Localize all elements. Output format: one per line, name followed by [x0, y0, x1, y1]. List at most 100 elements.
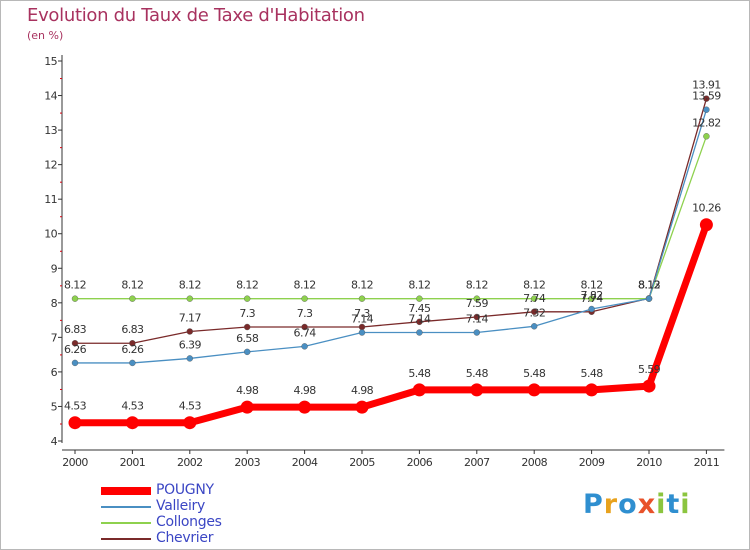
data-point-pougny	[125, 416, 139, 430]
data-label-pougny: 4.98	[351, 384, 374, 397]
y-tick-label: 14	[44, 90, 57, 103]
data-label-pougny: 5.48	[408, 367, 431, 380]
y-tick-label: 9	[51, 262, 58, 275]
data-label-valleiry: 13.59	[692, 90, 721, 103]
data-point-chevrier	[531, 308, 538, 315]
legend-label: POUGNY	[156, 482, 214, 498]
brand-letter: i	[656, 489, 667, 520]
data-point-collonges	[243, 295, 251, 302]
data-label-chevrier: 6.83	[64, 323, 87, 336]
data-point-pougny	[585, 383, 599, 397]
data-point-collonges	[473, 295, 480, 302]
data-point-collonges	[416, 295, 423, 302]
data-point-chevrier	[186, 328, 194, 335]
data-point-pougny	[527, 383, 541, 397]
data-label-collonges: 8.12	[121, 279, 143, 292]
data-label-pougny: 4.53	[121, 400, 144, 413]
data-point-valleiry	[71, 359, 79, 367]
data-label-valleiry: 6.58	[236, 332, 259, 345]
data-point-valleiry	[301, 343, 308, 350]
brand-letter: o	[618, 489, 638, 520]
data-label-chevrier: 7.3	[239, 307, 255, 320]
data-label-chevrier: 7.17	[179, 311, 202, 324]
x-tick-label: 2008	[521, 456, 547, 469]
data-labels-layer: 6.83 6.837.17 7.3 7.3 7.3 7.45 7.59 7.74 7.748.1…	[64, 79, 722, 413]
x-tick-label: 2001	[120, 456, 146, 469]
data-point-pougny	[240, 400, 254, 414]
series-line-pougny	[75, 223, 710, 427]
data-label-collonges: 8.12	[408, 279, 430, 292]
chart-title: Evolution du Taux de Taxe d'Habitation	[27, 5, 365, 26]
data-point-collonges	[531, 295, 538, 302]
data-label-pougny: 4.53	[179, 400, 202, 413]
data-label-collonges: 8.12	[638, 279, 660, 292]
data-point-valleiry	[243, 348, 251, 356]
y-tick-label: 5	[51, 400, 58, 413]
series-line-valleiry	[75, 109, 708, 364]
data-label-valleiry: 6.26	[121, 343, 144, 356]
data-point-pougny	[355, 400, 369, 414]
x-tick-label: 2011	[694, 456, 720, 469]
legend-swatch	[101, 487, 151, 495]
data-label-collonges: 8.12	[179, 279, 201, 292]
data-label-collonges: 8.12	[236, 279, 258, 292]
data-label-valleiry: 7.14	[408, 313, 431, 326]
data-label-valleiry: 6.39	[179, 338, 202, 351]
data-point-valleiry	[588, 305, 595, 313]
data-point-valleiry	[129, 359, 136, 367]
y-tick-label: 15	[44, 55, 57, 68]
data-label-chevrier: 7.74	[581, 292, 604, 305]
data-label-pougny: 4.53	[64, 400, 87, 413]
y-tick-label: 8	[51, 297, 58, 310]
y-tick-label: 7	[51, 331, 58, 344]
data-point-pougny	[470, 383, 484, 397]
data-label-pougny: 4.98	[294, 384, 317, 397]
brand-letter: i	[680, 489, 691, 520]
data-point-collonges	[703, 133, 710, 140]
x-tick-label: 2007	[464, 456, 490, 469]
x-tick-label: 2002	[177, 456, 203, 469]
data-point-valleiry	[416, 329, 423, 336]
brand-letter: P	[583, 489, 604, 520]
brand-logo: Proxiti	[583, 489, 691, 520]
legend-swatch	[101, 538, 151, 540]
series-line-chevrier	[75, 98, 708, 344]
data-point-chevrier	[703, 95, 710, 102]
data-label-valleiry: 7.14	[351, 313, 374, 326]
data-label-pougny: 5.48	[581, 367, 604, 380]
data-label-chevrier: 7.3	[354, 307, 370, 320]
series-layer	[68, 95, 713, 430]
data-point-chevrier	[416, 318, 423, 326]
x-tick-label: 2010	[636, 456, 662, 469]
data-point-valleiry	[186, 355, 194, 362]
y-tick-label: 4	[51, 435, 58, 448]
legend-label: Collonges	[156, 514, 222, 530]
data-point-valleiry	[703, 106, 710, 113]
data-point-valleiry	[473, 329, 480, 336]
data-point-collonges	[301, 295, 308, 302]
brand-letter: t	[666, 489, 681, 520]
data-label-chevrier: 7.45	[408, 302, 431, 315]
legend-swatch	[101, 522, 151, 524]
data-point-chevrier	[301, 323, 308, 331]
data-point-pougny	[68, 416, 82, 430]
x-tick-label: 2003	[234, 456, 260, 469]
data-point-valleiry	[358, 329, 366, 336]
data-label-valleiry: 7.14	[466, 313, 489, 326]
data-label-collonges: 8.12	[581, 279, 603, 292]
data-label-valleiry: 6.26	[64, 343, 87, 356]
data-point-pougny	[298, 400, 312, 414]
data-label-collonges: 8.12	[523, 279, 545, 292]
data-point-chevrier	[71, 340, 79, 347]
x-tick-label: 2005	[349, 456, 375, 469]
data-point-chevrier	[129, 340, 136, 347]
data-label-pougny: 10.26	[692, 202, 721, 215]
data-point-pougny	[183, 416, 197, 430]
data-label-valleiry: 7.82	[581, 289, 603, 302]
data-label-pougny: 5.59	[638, 363, 661, 376]
data-point-collonges	[588, 295, 595, 302]
data-point-collonges	[358, 295, 366, 302]
data-point-pougny	[699, 218, 713, 232]
data-point-collonges	[129, 295, 136, 302]
